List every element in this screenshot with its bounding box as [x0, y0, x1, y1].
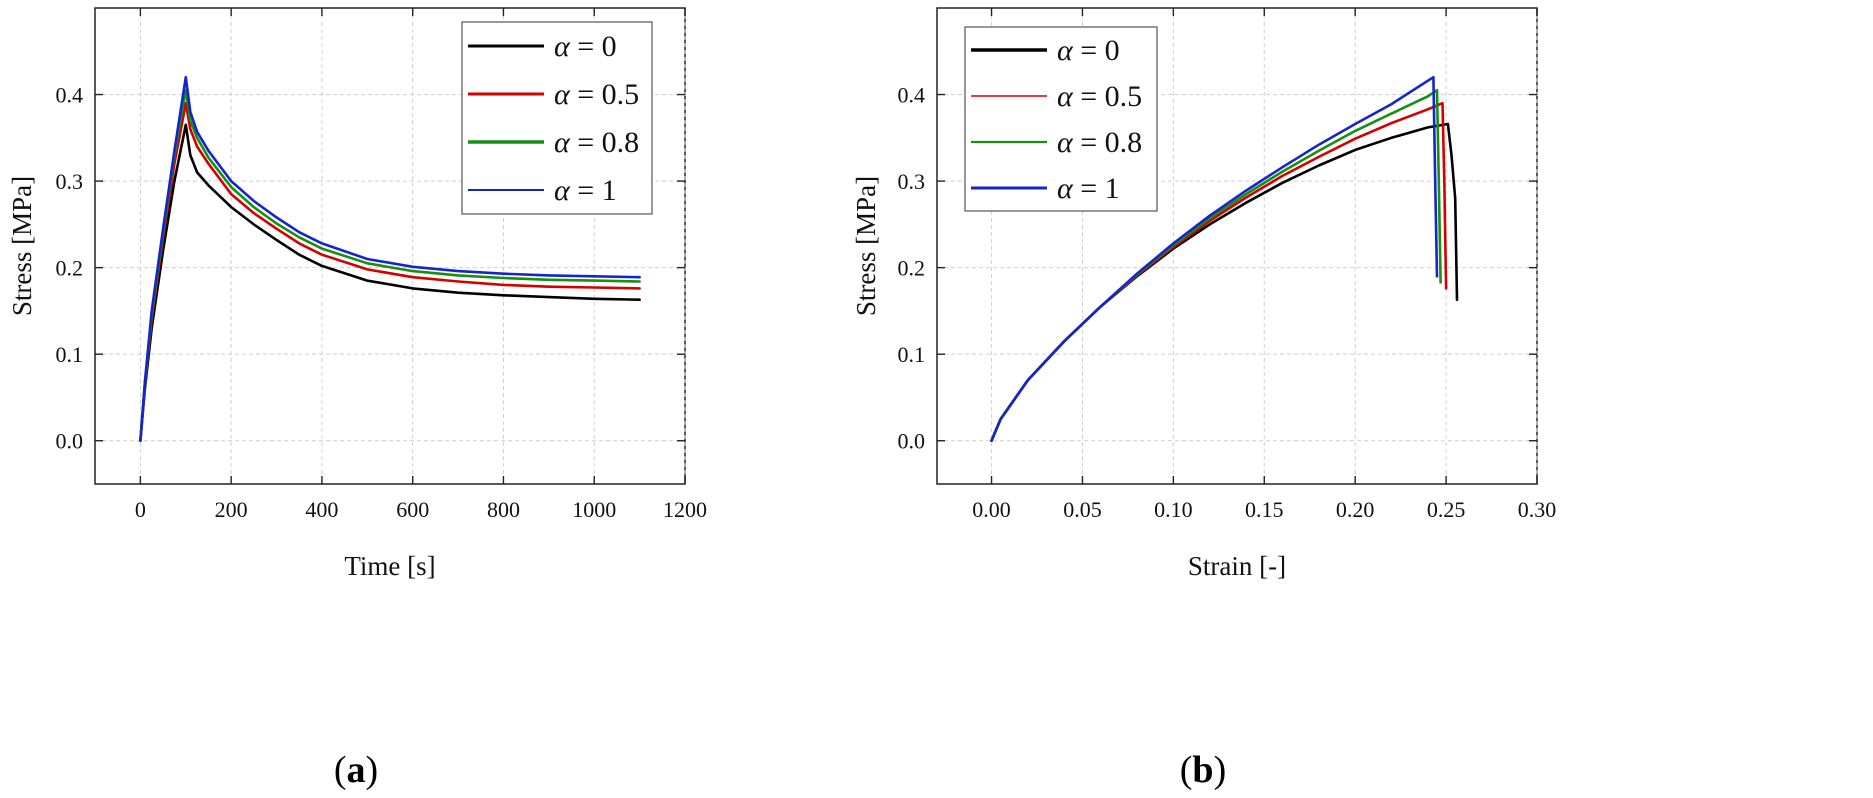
y-tick-label-b-4: 0.4	[898, 83, 926, 108]
y-tick-label-b-0: 0.0	[898, 429, 926, 454]
x-axis-label-a: Time [s]	[344, 551, 435, 581]
panel-letter-a: a	[347, 749, 366, 791]
panel-label-b: (b)	[1180, 749, 1226, 791]
series-line-a-3	[139, 75, 641, 443]
x-tick-label-a-5: 1000	[572, 497, 616, 522]
series-a	[139, 75, 641, 443]
x-tick-label-a-4: 800	[487, 497, 520, 522]
x-tick-label-a-1: 200	[215, 497, 248, 522]
legend-label-b-1: α = 0.5	[1057, 80, 1142, 113]
legend-label-b-0: α = 0	[1057, 34, 1120, 67]
x-tick-label-a-2: 400	[305, 497, 338, 522]
legend-label-a-1: α = 0.5	[554, 78, 639, 111]
x-tick-label-b-0: 0.00	[972, 497, 1011, 522]
y-tick-label-b-2: 0.2	[898, 256, 926, 281]
y-axis-label-b: Stress [MPa]	[851, 176, 881, 316]
panel-label-a: (a)	[334, 749, 378, 791]
x-tick-label-b-6: 0.30	[1518, 497, 1557, 522]
legend-b: α = 0 α = 0.5 α = 0.8 α = 1	[964, 26, 1158, 212]
y-tick-label-a-0: 0.0	[56, 429, 84, 454]
x-tick-label-b-3: 0.15	[1245, 497, 1284, 522]
x-tick-label-a-6: 1200	[663, 497, 707, 522]
series-line-a-0	[139, 123, 641, 443]
x-tick-label-b-4: 0.20	[1336, 497, 1375, 522]
series-line-b-3	[990, 75, 1439, 443]
series-b	[990, 75, 1459, 443]
panel-a: 0 200 400 600 800 1000 1200 0.0 0.1 0.2 0.3 0.4 α =…	[7, 7, 707, 791]
x-tick-label-b-2: 0.10	[1154, 497, 1193, 522]
x-axis-label-b: Strain [-]	[1188, 551, 1286, 581]
legend-label-a-0: α = 0	[554, 30, 617, 63]
y-tick-label-a-2: 0.2	[56, 256, 84, 281]
panel-b: 0.00 0.05 0.10 0.15 0.20 0.25 0.30 0.0 0.1 0.2 0.3…	[851, 7, 1557, 791]
y-tick-label-b-3: 0.3	[898, 169, 926, 194]
x-tick-label-a-0: 0	[135, 497, 146, 522]
y-axis-label-a: Stress [MPa]	[7, 176, 37, 316]
y-tick-label-a-3: 0.3	[56, 169, 84, 194]
x-tick-label-b-5: 0.25	[1427, 497, 1466, 522]
legend-label-b-2: α = 0.8	[1057, 126, 1142, 159]
y-tick-label-b-1: 0.1	[898, 342, 926, 367]
ticks-b: 0.00 0.05 0.10 0.15 0.20 0.25 0.30 0.0 0.1 0.2 0.3…	[898, 8, 1557, 522]
y-tick-label-a-1: 0.1	[56, 342, 84, 367]
legend-label-b-3: α = 1	[1057, 172, 1120, 205]
x-tick-label-b-1: 0.05	[1063, 497, 1102, 522]
panel-letter-b: b	[1192, 749, 1213, 791]
x-tick-label-a-3: 600	[396, 497, 429, 522]
y-tick-label-a-4: 0.4	[56, 83, 84, 108]
legend-box-a	[461, 21, 653, 215]
legend-box-b	[964, 26, 1158, 212]
legend-a: α = 0 α = 0.5 α = 0.8 α = 1	[461, 21, 653, 215]
legend-label-a-3: α = 1	[554, 174, 617, 207]
legend-label-a-2: α = 0.8	[554, 126, 639, 159]
ticks-a: 0 200 400 600 800 1000 1200 0.0 0.1 0.2 0.3 0.4	[56, 8, 707, 522]
